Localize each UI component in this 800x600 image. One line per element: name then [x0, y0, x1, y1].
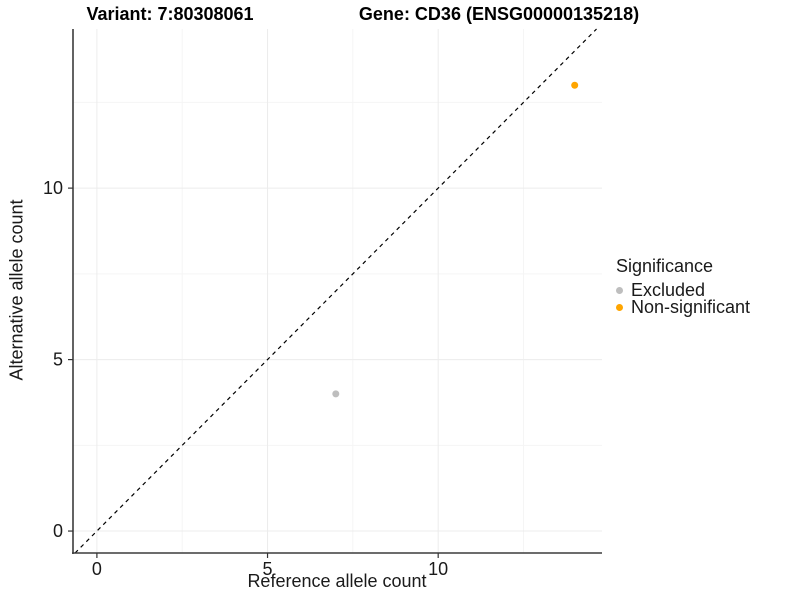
excluded-swatch-icon [616, 287, 623, 294]
y-axis-title: Alternative allele count [6, 199, 27, 381]
plot-title-variant: Variant: 7:80308061 [86, 4, 254, 24]
x-tick-label: 10 [428, 559, 448, 579]
legend-item-excluded: Excluded [616, 280, 750, 300]
non-significant-data-point [571, 81, 579, 89]
identity-line [74, 28, 597, 554]
y-tick-label: 0 [53, 521, 63, 541]
legend: Significance Excluded Non-significant [616, 256, 751, 317]
legend-label-excluded: Excluded [631, 280, 706, 300]
x-axis-title: Reference allele count [247, 571, 427, 591]
legend-label-non-significant: Non-significant [631, 297, 751, 317]
x-tick-label: 5 [263, 559, 273, 579]
x-tick-label: 0 [92, 559, 102, 579]
y-tick-label: 5 [53, 350, 63, 370]
plot-title-gene: Gene: CD36 (ENSG00000135218) [358, 4, 640, 24]
y-tick-label: 10 [43, 178, 63, 198]
excluded-data-point [332, 390, 340, 398]
legend-item-non-significant: Non-significant [616, 297, 751, 317]
legend-title: Significance [616, 256, 714, 276]
non-significant-swatch-icon [616, 304, 623, 311]
